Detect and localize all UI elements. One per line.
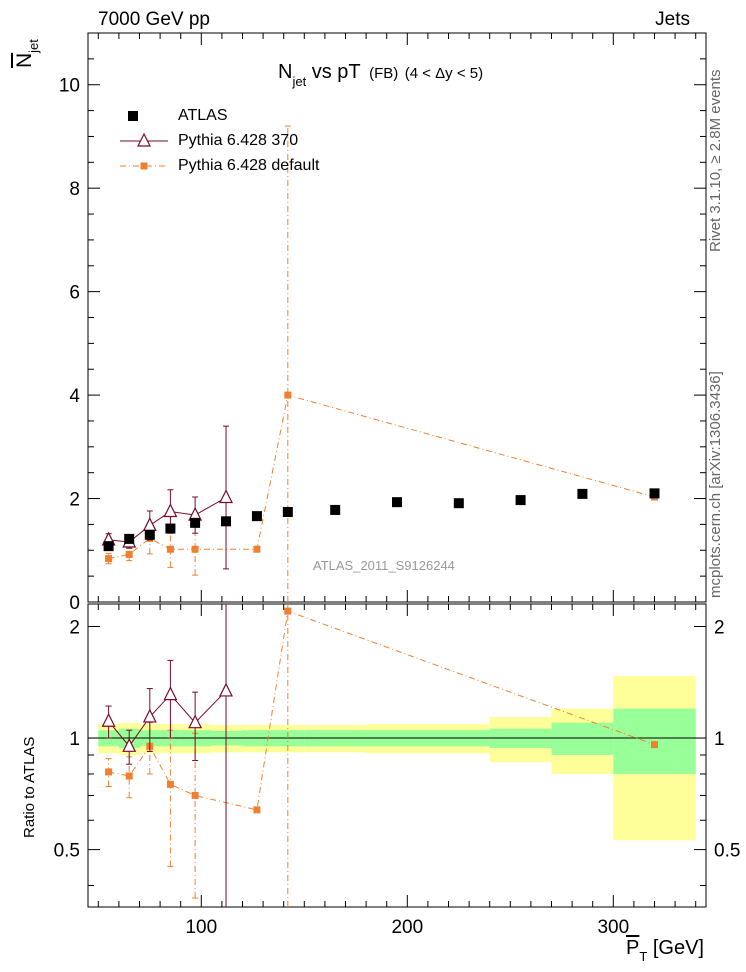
ratio-pythia370-marker — [188, 714, 203, 729]
main-ytick-label: 2 — [69, 490, 80, 511]
title-main: N — [278, 61, 293, 83]
main-pythia-default-marker — [125, 550, 133, 558]
ratio-pythia-default-marker — [105, 768, 113, 776]
ratio-pythia370-line — [108, 690, 227, 748]
main-ytick-label: 10 — [59, 76, 80, 97]
ratio-pythia-default-marker — [284, 607, 292, 615]
legend-pythia-default-symbol — [140, 162, 148, 170]
main-pythia-default-marker — [166, 545, 174, 553]
band-inner — [551, 722, 614, 756]
header-category: Jets — [655, 9, 690, 30]
main-pythia-default-line — [108, 394, 655, 560]
main-ytick-label: 8 — [69, 179, 80, 200]
atlas-marker — [221, 516, 232, 527]
main-y-label: Njet — [13, 39, 41, 68]
ratio-ytick-label-right: 0.5 — [714, 841, 740, 862]
title-rest: vs pT — [306, 61, 361, 83]
main-ytick-label: 6 — [69, 283, 80, 304]
main-pythia370-marker — [142, 517, 157, 532]
ratio-y-label: Ratio to ATLAS — [21, 736, 38, 838]
atlas-marker — [515, 495, 526, 506]
atlas-marker — [144, 529, 155, 540]
analysis-watermark: ATLAS_2011_S9126244 — [313, 558, 455, 573]
ratio-pythia370-marker — [163, 686, 178, 701]
x-axis-label: PT [GeV] — [626, 937, 704, 963]
ratio-xtick-label: 200 — [391, 917, 423, 938]
main-ytick-label: 0 — [69, 593, 80, 614]
ratio-pythia-default-marker — [253, 806, 261, 814]
atlas-marker — [649, 488, 660, 499]
ratio-pythia-default-marker — [191, 791, 199, 799]
main-pythia-default-marker — [253, 545, 261, 553]
atlas-marker — [282, 506, 293, 517]
y-label-main: N — [13, 52, 36, 68]
atlas-marker — [251, 511, 262, 522]
ratio-ytick-label-right: 1 — [714, 729, 725, 750]
main-ytick-label: 4 — [69, 386, 80, 407]
ratio-ytick-label: 0.5 — [54, 841, 80, 862]
atlas-marker — [190, 517, 201, 528]
legend-pythia-default-label: Pythia 6.428 default — [178, 157, 320, 174]
atlas-marker — [577, 488, 588, 499]
chart-title: Njet vs pT (FB) (4 < Δy < 5) — [278, 61, 484, 88]
main-pythia370-marker — [163, 503, 178, 518]
atlas-marker — [103, 541, 114, 552]
y-label-sub: jet — [26, 39, 41, 53]
legend-pythia370-symbol — [137, 132, 151, 147]
ratio-pythia-default-marker — [166, 780, 174, 788]
header-energy: 7000 GeV pp — [98, 9, 210, 30]
ratio-ytick-label: 1 — [69, 729, 80, 750]
atlas-marker — [124, 533, 135, 544]
x-label-main: P — [626, 937, 640, 959]
ratio-xtick-label: 300 — [597, 917, 629, 938]
title-small: (FB) — [369, 65, 399, 82]
ratio-pythia-default-marker — [125, 772, 133, 780]
ratio-xtick-label: 100 — [185, 917, 217, 938]
title-sub: jet — [292, 74, 307, 89]
atlas-marker — [330, 504, 341, 515]
rivet-label: Rivet 3.1.10, ≥ 2.8M events — [707, 69, 724, 253]
title-range: (4 < Δy < 5) — [404, 65, 484, 82]
main-pythia370-marker — [219, 489, 233, 504]
x-label-sub: T — [639, 949, 648, 964]
ratio-pythia370-marker — [101, 712, 116, 727]
atlas-marker — [392, 497, 402, 508]
legend-atlas-symbol — [128, 111, 138, 121]
ratio-pythia370-marker — [122, 737, 137, 752]
ratio-pythia370-marker — [142, 708, 157, 723]
atlas-marker — [453, 498, 464, 509]
x-label-unit: [GeV] — [647, 937, 704, 959]
ratio-pythia-default-line — [108, 610, 655, 811]
main-pythia-default-marker — [191, 545, 199, 553]
mcplots-label: mcplots.cern.ch [arXiv:1306.3436] — [707, 371, 724, 598]
legend-pythia370-label: Pythia 6.428 370 — [178, 132, 299, 149]
main-pythia-default-marker — [105, 555, 113, 563]
ratio-ytick-label-right: 2 — [714, 617, 725, 638]
ratio-pythia370-marker — [219, 682, 233, 697]
ratio-pythia-default-marker — [651, 741, 658, 749]
main-pythia-default-marker — [284, 391, 292, 399]
atlas-marker — [165, 523, 176, 534]
ratio-ytick-label: 2 — [69, 617, 80, 638]
legend-atlas-label: ATLAS — [178, 107, 228, 124]
